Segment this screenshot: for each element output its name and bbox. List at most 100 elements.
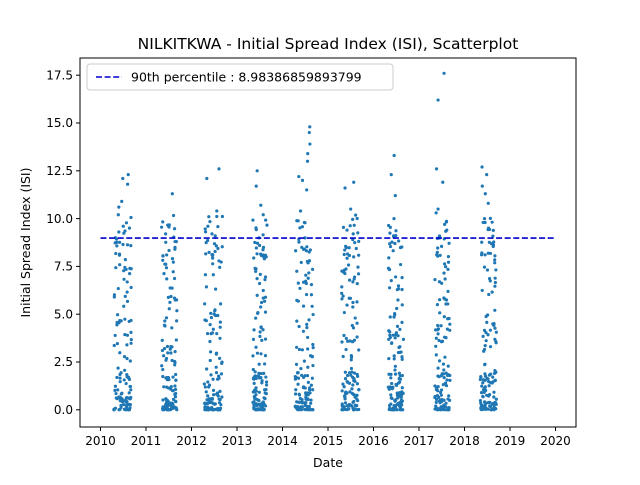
data-point: [434, 400, 438, 404]
data-point: [174, 399, 178, 404]
data-point: [173, 392, 177, 396]
data-point: [254, 407, 258, 411]
data-point: [259, 305, 263, 309]
data-point: [252, 328, 256, 332]
data-point: [439, 388, 444, 392]
data-point: [305, 322, 309, 326]
data-point: [353, 394, 357, 398]
data-point: [254, 246, 258, 250]
data-point: [302, 359, 307, 363]
data-point: [211, 262, 215, 266]
data-point: [122, 304, 126, 308]
data-point: [297, 174, 301, 179]
data-point: [263, 337, 268, 341]
data-point: [128, 272, 132, 276]
data-point: [443, 381, 448, 385]
data-point: [165, 277, 169, 281]
data-point: [125, 400, 129, 404]
data-point: [208, 401, 212, 405]
data-point: [441, 407, 446, 411]
data-point: [482, 390, 486, 395]
data-point: [393, 194, 397, 198]
data-point: [125, 299, 130, 303]
data-point: [445, 327, 449, 331]
data-point: [390, 381, 394, 386]
data-point: [435, 394, 440, 398]
data-point: [438, 253, 442, 257]
data-point: [352, 223, 356, 227]
data-point: [128, 266, 132, 270]
data-point: [345, 404, 349, 408]
data-point: [439, 340, 444, 344]
data-point: [261, 328, 265, 332]
data-point: [396, 402, 400, 406]
data-point: [115, 375, 119, 380]
data-point: [492, 408, 496, 412]
data-point: [162, 354, 166, 358]
data-point: [213, 313, 218, 318]
data-point: [125, 243, 130, 247]
data-point: [306, 380, 310, 384]
data-point: [212, 393, 216, 397]
data-point: [170, 286, 174, 290]
data-point: [252, 402, 256, 407]
data-point: [357, 253, 361, 257]
legend-box: [86, 63, 394, 91]
data-point: [343, 186, 347, 190]
data-point: [252, 256, 256, 260]
data-point: [254, 184, 258, 188]
data-point: [256, 311, 260, 315]
data-point: [355, 335, 359, 339]
data-point: [165, 398, 169, 402]
data-point: [296, 281, 300, 285]
data-point: [175, 319, 179, 323]
data-point: [173, 363, 177, 367]
data-point: [255, 403, 259, 408]
data-point: [173, 247, 177, 251]
data-point: [443, 355, 447, 359]
data-point: [486, 201, 490, 205]
data-point: [483, 253, 487, 257]
data-point: [398, 327, 402, 331]
data-point: [165, 253, 169, 257]
data-point: [433, 278, 437, 282]
data-point: [491, 228, 495, 232]
data-point: [302, 247, 306, 251]
data-point: [262, 371, 266, 375]
data-point: [305, 188, 309, 192]
data-point: [297, 393, 302, 397]
data-point: [257, 390, 261, 394]
data-point: [393, 241, 397, 246]
data-point: [343, 248, 347, 252]
data-point: [344, 244, 348, 248]
data-point: [310, 376, 314, 380]
data-point: [487, 277, 492, 281]
data-point: [121, 242, 125, 247]
data-point: [395, 324, 400, 328]
data-point: [484, 314, 488, 319]
data-point: [340, 340, 344, 344]
data-point: [482, 400, 487, 404]
y-tick-label: 15.0: [46, 116, 73, 130]
data-point: [114, 391, 118, 396]
data-point: [173, 359, 177, 364]
data-point: [448, 378, 452, 382]
data-point: [214, 287, 218, 291]
data-point: [444, 384, 449, 388]
data-point: [434, 336, 438, 340]
data-point: [259, 203, 263, 207]
data-point: [125, 280, 129, 284]
data-point: [481, 394, 485, 398]
data-point: [396, 334, 400, 338]
data-point: [441, 180, 445, 184]
data-point: [487, 240, 491, 244]
data-point: [115, 342, 119, 346]
data-point: [203, 385, 207, 389]
data-point: [490, 220, 494, 224]
data-point: [306, 365, 310, 369]
data-point: [347, 246, 351, 250]
data-point: [296, 382, 300, 386]
data-point: [206, 394, 210, 398]
data-point: [350, 370, 354, 374]
data-point: [263, 404, 268, 408]
